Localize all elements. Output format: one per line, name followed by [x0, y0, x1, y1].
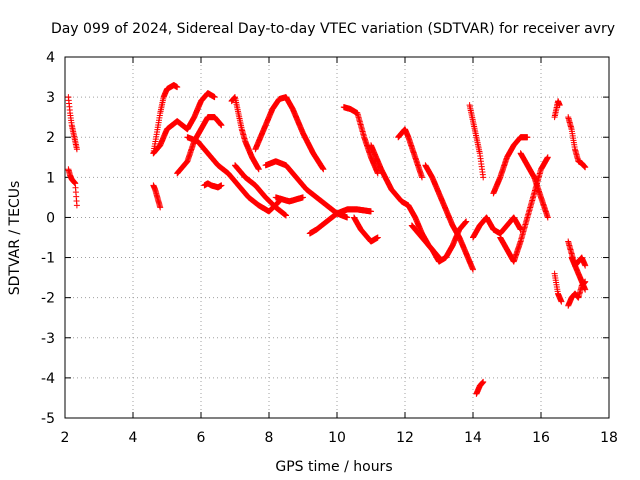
- x-tick-label: 16: [532, 430, 550, 446]
- series-arc-9: [252, 94, 327, 173]
- x-tick-label: 2: [61, 430, 70, 446]
- data-point-marker: [157, 204, 164, 211]
- data-point-marker: [582, 262, 589, 269]
- series-arc-11: [272, 194, 306, 205]
- data-point-marker: [211, 94, 218, 101]
- series-arc-8: [232, 162, 289, 219]
- data-point-marker: [218, 122, 225, 129]
- y-tick-label: -5: [41, 411, 55, 427]
- series-arc-6: [201, 180, 225, 191]
- y-tick-label: 3: [46, 90, 55, 106]
- data-point-marker: [480, 378, 487, 385]
- series-arc-25: [551, 98, 563, 121]
- series-arc-23: [497, 154, 551, 265]
- series-arc-27: [565, 114, 589, 171]
- y-axis-label: SDTVAR / TECUs: [7, 181, 23, 296]
- y-tick-label: -2: [41, 291, 55, 307]
- series-start-arc-b: [65, 166, 80, 209]
- y-tick-label: 4: [46, 50, 55, 66]
- data-point-marker: [374, 234, 381, 241]
- x-tick-label: 6: [197, 430, 206, 446]
- data-point-marker: [419, 174, 425, 181]
- data-point-marker: [582, 164, 589, 171]
- series-arc-21: [473, 378, 487, 397]
- series-arc-17: [408, 218, 470, 265]
- x-axis-label: GPS time / hours: [275, 459, 392, 475]
- y-tick-label: -3: [41, 331, 55, 347]
- data-point-marker: [544, 214, 551, 221]
- chart-title: Day 099 of 2024, Sidereal Day-to-day VTE…: [51, 21, 615, 37]
- x-tick-label: 14: [464, 430, 482, 446]
- x-tick-label: 10: [328, 430, 346, 446]
- x-tick-label: 12: [396, 430, 414, 446]
- data-point-marker: [374, 170, 381, 177]
- data-point-marker: [463, 218, 470, 225]
- series-arc-5: [184, 134, 283, 215]
- data-point-marker: [73, 202, 80, 209]
- series-arc-26: [551, 270, 565, 305]
- data-layer: [65, 82, 589, 397]
- data-point-marker: [344, 214, 351, 221]
- series-arc-22: [490, 134, 531, 197]
- series-arc-24: [517, 150, 551, 221]
- data-point-marker: [582, 278, 589, 285]
- y-tick-label: 1: [46, 170, 55, 186]
- series-arc-14: [351, 214, 381, 245]
- data-point-marker: [544, 154, 551, 161]
- y-tick-label: 2: [46, 130, 55, 146]
- data-point-marker: [73, 146, 80, 153]
- data-point-marker: [368, 208, 374, 215]
- data-point-marker: [470, 266, 476, 273]
- data-point-marker: [174, 84, 181, 91]
- series-arc-20: [470, 214, 524, 241]
- data-point-marker: [556, 102, 563, 109]
- data-point-marker: [480, 174, 487, 181]
- data-point-marker: [558, 298, 565, 305]
- series-arc-7: [228, 94, 262, 173]
- y-tick-label: 0: [46, 210, 55, 226]
- data-point-marker: [524, 134, 531, 141]
- series-arc-30: [568, 254, 589, 269]
- series-start-arc-a: [65, 94, 80, 153]
- data-point-marker: [283, 212, 289, 219]
- series-arc-12: [306, 206, 374, 237]
- series-arc-18: [422, 162, 476, 273]
- data-point-marker: [255, 166, 262, 173]
- series-arc-1: [150, 182, 164, 211]
- series-arc-29: [565, 278, 589, 309]
- data-point-marker: [218, 182, 225, 189]
- x-tick-label: 8: [265, 430, 274, 446]
- data-point-marker: [300, 194, 306, 201]
- x-tick-label: 4: [129, 430, 138, 446]
- y-tick-label: -4: [41, 371, 55, 387]
- series-arc-13: [340, 104, 381, 177]
- y-tick-label: -1: [41, 251, 55, 267]
- data-point-marker: [320, 166, 327, 173]
- series-arc-16: [395, 126, 425, 181]
- series-arc-19: [466, 102, 487, 181]
- series-arc-3: [150, 90, 218, 157]
- x-tick-label: 18: [600, 430, 618, 446]
